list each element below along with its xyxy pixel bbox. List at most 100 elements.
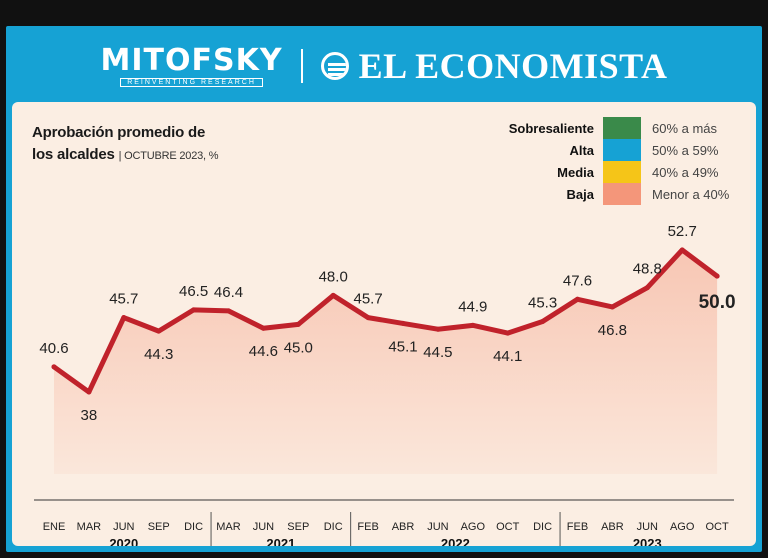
data-point — [86, 389, 92, 395]
data-point — [505, 330, 511, 336]
data-point — [121, 315, 127, 321]
legend-item: Media 40% a 49% — [436, 161, 756, 183]
data-point — [609, 304, 615, 310]
legend-label: Sobresaliente — [508, 121, 594, 136]
data-point — [644, 285, 650, 291]
x-tick-label: OCT — [496, 521, 520, 533]
x-tick-label: OCT — [705, 521, 729, 533]
x-tick-label: FEB — [357, 521, 378, 533]
legend-swatch — [603, 183, 641, 205]
x-tick-label: MAR — [216, 521, 241, 533]
data-point — [330, 292, 336, 298]
legend-range: Menor a 40% — [652, 187, 730, 202]
legend-swatch — [603, 161, 641, 183]
x-tick-label: JUN — [637, 521, 658, 533]
data-point — [470, 322, 476, 328]
x-tick-label: JUN — [427, 521, 448, 533]
data-point — [679, 247, 685, 253]
data-label: 45.7 — [109, 291, 138, 308]
x-tick-label: ABR — [392, 521, 415, 533]
legend: Sobresaliente 60% a más Alta 50% a 59% M… — [436, 117, 756, 205]
legend-label: Alta — [569, 143, 594, 158]
el-economista-logo: EL ECONOMISTA — [320, 45, 668, 87]
legend-swatch — [603, 117, 641, 139]
year-label: 2023 — [633, 536, 662, 546]
data-label: 45.3 — [528, 294, 557, 311]
x-tick-label: FEB — [567, 521, 588, 533]
x-tick-label: ENE — [43, 521, 66, 533]
title-line-2: los alcaldes | OCTUBRE 2023, % — [32, 144, 252, 167]
line-chart: 40.6 38 45.7 44.3 46.5 46.4 44.6 45.0 48.0 45.7 45… — [34, 223, 736, 546]
legend-range: 60% a más — [652, 121, 718, 136]
data-label: 48.0 — [319, 268, 348, 285]
x-tick-label: SEP — [148, 521, 170, 533]
data-point — [295, 321, 301, 327]
data-label: 44.6 — [249, 343, 278, 360]
data-point — [191, 307, 197, 313]
data-point — [365, 315, 371, 321]
data-label: 48.8 — [633, 261, 662, 278]
data-label: 44.3 — [144, 346, 173, 363]
x-tick-label: JUN — [253, 521, 274, 533]
mitofsky-logo: MITOFSKY REINVENTING RESEARCH — [100, 42, 283, 87]
data-point — [540, 318, 546, 324]
header: MITOFSKY REINVENTING RESEARCH EL ECONOMI… — [6, 26, 762, 106]
legend-item: Alta 50% a 59% — [436, 139, 756, 161]
x-tick-label: MAR — [77, 521, 102, 533]
data-label: 46.5 — [179, 283, 208, 300]
x-tick-label: DIC — [324, 521, 343, 533]
el-economista-icon — [320, 52, 349, 80]
data-label: 50.0 — [699, 292, 736, 313]
data-label: 52.7 — [668, 223, 697, 240]
data-label: 45.1 — [388, 338, 417, 355]
title-line-2-text: los alcaldes — [32, 146, 115, 163]
legend-range: 50% a 59% — [652, 143, 719, 158]
chart-panel: 40.6 38 45.7 44.3 46.5 46.4 44.6 45.0 48.0 45.7 45… — [12, 102, 756, 546]
x-tick-label: SEP — [287, 521, 309, 533]
title-line-1: Aprobación promedio de — [32, 124, 206, 141]
chart-subtitle: OCTUBRE 2023, % — [124, 150, 219, 162]
legend-item: Baja Menor a 40% — [436, 183, 756, 205]
data-point — [226, 308, 231, 314]
data-label: 44.5 — [423, 344, 452, 361]
legend-swatch — [603, 139, 641, 161]
data-point — [156, 328, 162, 334]
data-label: 45.0 — [284, 339, 313, 356]
year-label: 2020 — [109, 536, 138, 546]
area-fill — [54, 250, 718, 474]
mitofsky-tagline: REINVENTING RESEARCH — [120, 77, 263, 87]
x-tick-label: DIC — [533, 521, 552, 533]
series-line — [51, 247, 720, 395]
data-point — [51, 364, 57, 370]
data-point — [714, 273, 720, 279]
data-label: 45.7 — [353, 291, 382, 308]
data-label: 47.6 — [563, 272, 592, 289]
data-label: 38 — [81, 407, 98, 424]
chart-frame: MITOFSKY REINVENTING RESEARCH EL ECONOMI… — [6, 26, 762, 552]
x-tick-label: DIC — [184, 521, 203, 533]
data-label: 44.1 — [493, 348, 522, 365]
mitofsky-name: MITOFSKY — [100, 42, 283, 78]
legend-label: Media — [557, 165, 594, 180]
legend-label: Baja — [566, 187, 594, 202]
data-point — [435, 326, 441, 332]
x-tick-label: AGO — [461, 521, 486, 533]
legend-range: 40% a 49% — [652, 165, 719, 180]
chart-title: Aprobación promedio de los alcaldes | OC… — [32, 122, 252, 167]
data-label: 46.4 — [214, 284, 243, 301]
legend-item: Sobresaliente 60% a más — [436, 117, 756, 139]
x-tick-label: AGO — [670, 521, 695, 533]
header-divider — [300, 49, 303, 83]
data-label: 40.6 — [39, 340, 68, 357]
year-label: 2021 — [266, 536, 295, 546]
data-label: 44.9 — [458, 298, 487, 315]
x-tick-label: ABR — [601, 521, 624, 533]
data-label: 46.8 — [598, 322, 627, 339]
subtitle-divider: | — [118, 150, 125, 162]
year-label: 2022 — [441, 536, 470, 546]
x-tick-label: JUN — [113, 521, 134, 533]
data-point — [260, 325, 266, 331]
data-point — [400, 320, 406, 326]
el-economista-name: EL ECONOMISTA — [358, 46, 668, 86]
data-point — [575, 296, 580, 302]
